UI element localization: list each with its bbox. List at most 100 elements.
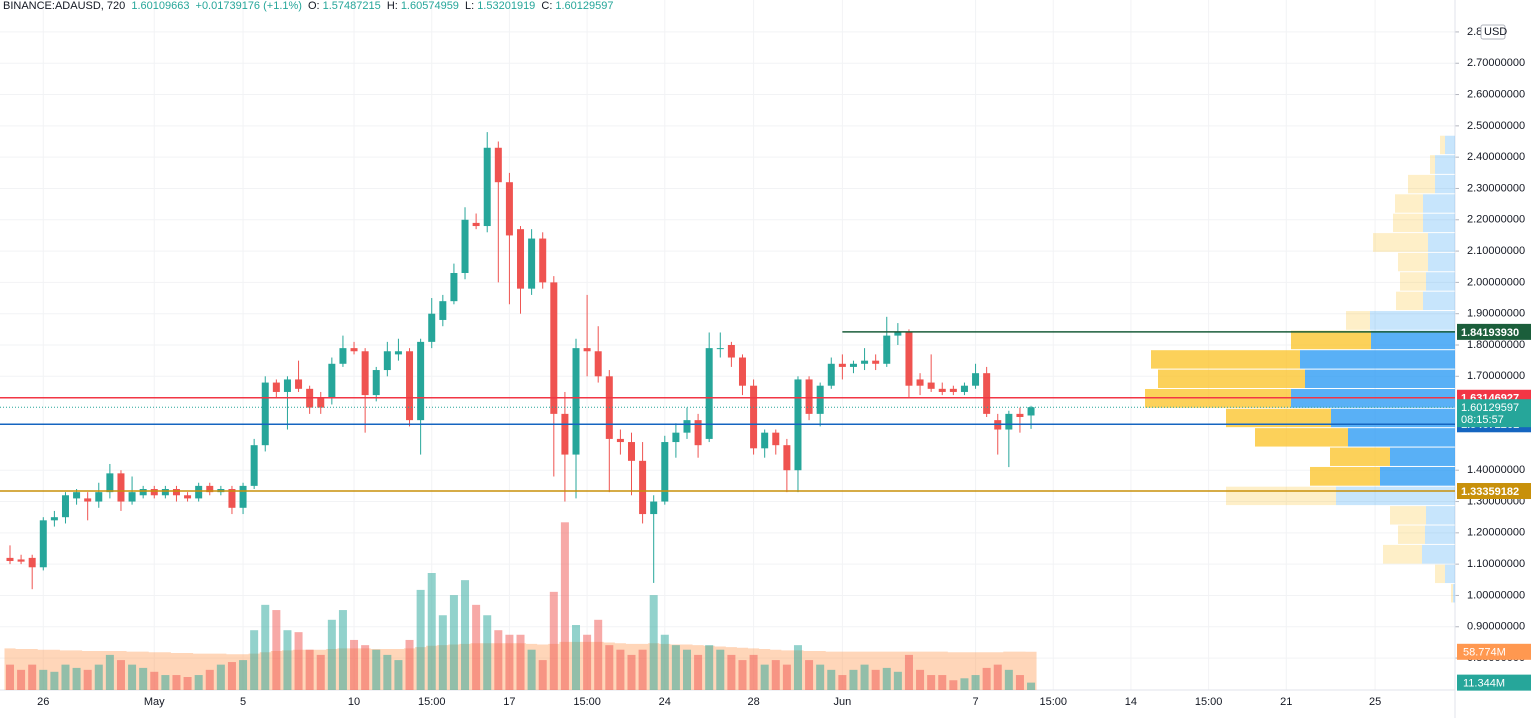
profile-up-bar	[1425, 525, 1455, 544]
volume-bar	[139, 667, 148, 690]
x-tick-label: May	[144, 696, 165, 708]
volume-bar	[338, 610, 347, 690]
candle-body	[84, 498, 92, 502]
candle-body	[838, 363, 846, 367]
candle-body	[394, 351, 402, 355]
volume-bar	[616, 649, 625, 690]
profile-down-bar	[1395, 194, 1423, 213]
profile-up-bar	[1348, 428, 1455, 447]
volume-bar	[39, 669, 48, 690]
last-value: 1.60109663	[131, 0, 190, 12]
volume-bar	[294, 632, 303, 690]
volume-bar	[993, 664, 1002, 690]
profile-up-bar	[1423, 213, 1455, 233]
candle-body	[128, 492, 136, 502]
candle-body	[716, 348, 724, 350]
candle-body	[150, 489, 158, 496]
candle-body	[650, 501, 658, 515]
candle-body	[905, 332, 913, 386]
candle-body	[439, 301, 447, 320]
y-tick-label: 2.20000000	[1467, 214, 1525, 226]
low-label: L:	[465, 0, 475, 12]
volume-bar	[682, 649, 691, 690]
profile-up-bar	[1380, 466, 1455, 486]
y-tick-label: 2.70000000	[1467, 57, 1525, 69]
candle-body	[461, 219, 469, 273]
volume-bar	[694, 654, 703, 690]
profile-up-bar	[1426, 506, 1455, 525]
profile-up-bar	[1435, 155, 1455, 174]
y-tick-label: 2.40000000	[1467, 151, 1525, 163]
x-tick-label: 14	[1125, 696, 1137, 708]
open-value: 1.57487215	[322, 0, 381, 12]
countdown: 08:15:57	[1461, 414, 1504, 426]
x-tick-label: 15:00	[1039, 696, 1067, 708]
currency-box	[1480, 24, 1506, 40]
y-tick-label: 2.50000000	[1467, 120, 1525, 132]
candle-body	[117, 473, 125, 502]
candle-body	[61, 495, 69, 518]
profile-down-bar	[1435, 564, 1445, 584]
volume-bar	[1004, 669, 1013, 690]
volume-bar	[261, 604, 270, 690]
volume-bar	[627, 654, 636, 690]
profile-up-bar	[1371, 330, 1455, 350]
profile-up-bar	[1331, 408, 1455, 428]
candle-body	[328, 363, 336, 399]
candle-body	[727, 345, 735, 358]
volume-bar	[128, 664, 137, 690]
candle-body	[694, 420, 702, 446]
y-tick-label: 1.40000000	[1467, 464, 1525, 476]
y-tick-label: 2.10000000	[1467, 245, 1525, 257]
volume-bar	[716, 649, 725, 690]
candle-body	[683, 420, 691, 433]
volume-bar	[183, 677, 192, 690]
y-tick-label: 2.60000000	[1467, 88, 1525, 100]
volume-bar	[239, 660, 248, 690]
volume-bar	[671, 645, 680, 690]
candle-body	[528, 238, 536, 289]
volume-bar	[383, 654, 392, 690]
volume-bar	[860, 664, 869, 690]
level-label: 1.33359182	[1461, 486, 1519, 498]
candle-body	[827, 363, 835, 386]
volume-bar	[649, 595, 658, 690]
candle-body	[50, 517, 58, 521]
profile-down-bar	[1226, 408, 1331, 428]
volume-bar	[583, 634, 592, 690]
profile-down-bar	[1255, 428, 1348, 447]
volume-bar	[494, 630, 503, 690]
candle-body	[361, 351, 369, 396]
y-tick-label: 1.10000000	[1467, 558, 1525, 570]
profile-down-bar	[1330, 447, 1390, 466]
volume-bar	[882, 667, 891, 690]
volume-bar	[560, 522, 569, 690]
profile-down-bar	[1390, 506, 1426, 525]
volume-bar	[971, 675, 980, 690]
candle-body	[184, 495, 192, 499]
volume-bar	[793, 645, 802, 690]
profile-down-bar	[1291, 330, 1371, 350]
y-tick-label: 1.70000000	[1467, 370, 1525, 382]
volume-bar	[638, 649, 647, 690]
y-tick-label: 2.30000000	[1467, 182, 1525, 194]
volume-bar	[427, 573, 436, 690]
volume-bar	[805, 660, 814, 690]
candle-body	[106, 473, 114, 493]
volume-bar	[938, 675, 947, 690]
candle-body	[927, 382, 935, 389]
open-label: O:	[308, 0, 320, 12]
profile-up-bar	[1423, 291, 1455, 311]
volume-bar	[760, 664, 769, 690]
y-tick-label: 1.00000000	[1467, 589, 1525, 601]
candle-body	[539, 238, 547, 283]
volume-bar	[483, 615, 492, 690]
profile-up-bar	[1390, 447, 1455, 466]
candle-body	[1016, 413, 1024, 418]
x-tick-label: 26	[37, 696, 49, 708]
candle-body	[406, 351, 414, 421]
volume-bar	[5, 664, 14, 690]
candle-body	[916, 379, 924, 386]
